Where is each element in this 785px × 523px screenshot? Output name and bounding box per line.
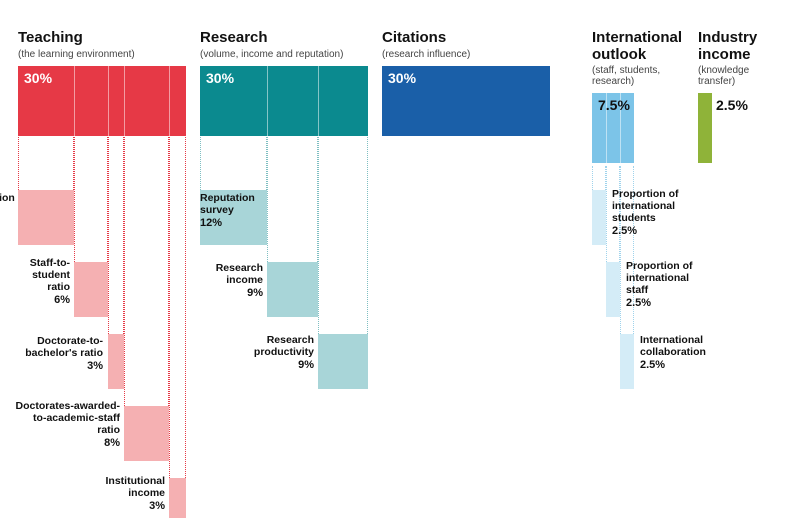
sub-pct: 2.5% (640, 359, 730, 371)
sub-label-block: Researchproductivity 9% (236, 334, 314, 371)
dotted-lines (18, 137, 74, 190)
sub-label: Doctorate-to-bachelor's ratio (0, 335, 103, 359)
pillar-research: Research (volume, income and reputation)… (200, 30, 368, 136)
pillar-title: Teaching (18, 30, 186, 47)
pillar-title: Research (200, 30, 368, 47)
sub-pct: 6% (0, 294, 70, 306)
sub-label: Proportion ofinternationalstaff (626, 260, 716, 296)
sub-label-block: Proportion ofinternationalstaff 2.5% (626, 260, 716, 309)
dotted-lines (592, 166, 606, 190)
sub-rect (620, 334, 634, 389)
pillar-bar: 30% (200, 66, 368, 136)
sub-label: Staff-to-studentratio (0, 257, 70, 293)
sub-label: Doctorates-awarded-to-academic-staffrati… (0, 400, 120, 436)
pillar-subtitle: (staff, students,research) (592, 65, 682, 87)
sub-pct: 3% (0, 360, 103, 372)
sub-pct: 3% (70, 500, 165, 512)
pillar-pct: 30% (388, 70, 416, 86)
pillar-industry: Industryincome (knowledgetransfer) 2.5% (698, 30, 778, 163)
sub-pct: 8% (0, 437, 120, 449)
sub-pct: 2.5% (626, 297, 716, 309)
sub-label: Researchincome (200, 262, 263, 286)
sub-label-block: Reputationsurvey 12% (200, 192, 267, 229)
sub-pct: 9% (200, 287, 263, 299)
sub-label-block: Doctorate-to-bachelor's ratio 3% (0, 335, 103, 372)
sub-label: Researchproductivity (236, 334, 314, 358)
sub-label-block: Researchincome 9% (200, 262, 263, 299)
sub-pct: 2.5% (612, 225, 702, 237)
pillar-title: Internationaloutlook (592, 30, 682, 63)
sub-rect (606, 262, 620, 317)
sub-rect (169, 478, 186, 518)
sub-rect (124, 406, 169, 461)
sub-rect (267, 262, 317, 317)
pillar-intl: Internationaloutlook (staff, students,re… (592, 30, 682, 163)
sub-label: Reputationsurvey (200, 192, 267, 216)
pillar-title: Citations (382, 30, 550, 47)
sub-label-block: Internationalcollaboration 2.5% (640, 334, 730, 371)
pillar-pct: 30% (24, 70, 52, 86)
pillar-subtitle: (knowledgetransfer) (698, 65, 778, 87)
dotted-lines (200, 137, 267, 190)
pillar-citations: Citations (research influence) 30% (382, 30, 550, 136)
sub-rect (108, 334, 125, 389)
pillar-bar: 30% (382, 66, 550, 136)
dotted-lines (108, 137, 125, 334)
pillar-pct: 30% (206, 70, 234, 86)
pillar-bar: 7.5% (592, 93, 634, 163)
pillar-bar: 30% (18, 66, 186, 136)
sub-label: Proportion ofinternationalstudents (612, 188, 702, 224)
sub-label-block: Proportion ofinternationalstudents 2.5% (612, 188, 702, 237)
sub-label: Institutionalincome (70, 475, 165, 499)
sub-label-block: Reputationsurvey 10% (0, 192, 70, 229)
dotted-lines (169, 137, 186, 478)
dotted-lines (124, 137, 169, 406)
pillar-subtitle: (the learning environment) (18, 49, 186, 60)
sub-pct: 10% (0, 217, 70, 229)
sub-label-block: Doctorates-awarded-to-academic-staffrati… (0, 400, 120, 449)
pillar-pct: 2.5% (716, 97, 748, 113)
pillar-subtitle: (research influence) (382, 49, 550, 60)
pillar-bar: 2.5% (698, 93, 712, 163)
pillar-pct: 7.5% (598, 97, 630, 113)
sub-label: Internationalcollaboration (640, 334, 730, 358)
sub-label-block: Staff-to-studentratio 6% (0, 257, 70, 306)
pillar-subtitle: (volume, income and reputation) (200, 49, 368, 60)
dotted-lines (74, 137, 108, 262)
pillar-teaching: Teaching (the learning environment) 30% (18, 30, 186, 136)
pillar-title: Industryincome (698, 30, 778, 63)
sub-label: Reputationsurvey (0, 192, 70, 216)
dotted-lines (267, 137, 317, 262)
dotted-lines (318, 137, 368, 334)
sub-rect (592, 190, 606, 245)
sub-label-block: Institutionalincome 3% (70, 475, 165, 512)
sub-rect (318, 334, 368, 389)
sub-pct: 9% (236, 359, 314, 371)
sub-rect (74, 262, 108, 317)
sub-pct: 12% (200, 217, 267, 229)
